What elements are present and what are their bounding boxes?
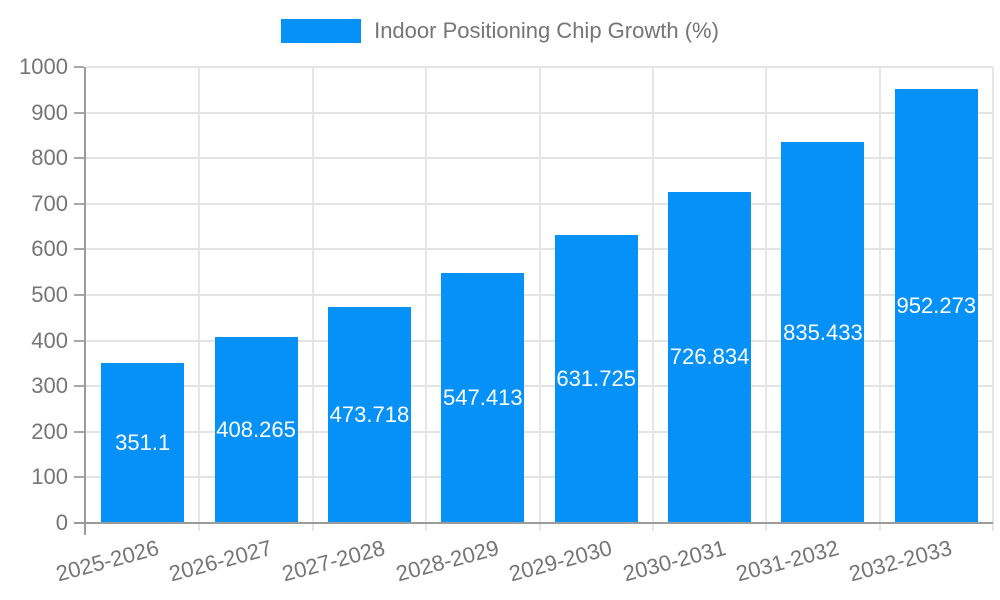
legend-swatch-icon [281,19,362,43]
x-gridline [765,67,768,531]
y-tick [74,385,84,388]
plot-area: 0 100 200 300 400 500 600 700 800 900 1000 351.1 202… [19,54,994,586]
x-axis-tick-label: 2026-2027 [166,535,275,587]
y-axis-tick-label: 300 [31,373,68,399]
bar[interactable]: 351.1 [101,362,185,523]
bar[interactable]: 547.413 [441,273,525,523]
bar[interactable]: 835.433 [781,142,865,523]
y-tick [74,248,84,251]
x-gridline [651,67,654,531]
x-axis-tick-label: 2030-2031 [619,535,729,587]
bar-value-label: 473.718 [329,402,410,427]
y-axis-tick-label: 400 [31,327,68,353]
x-axis-tick-label: 2032-2033 [846,535,955,587]
x-axis-tick-label: 2028-2029 [393,535,502,587]
y-tick [74,294,84,296]
legend[interactable]: Indoor Positioning Chip Growth (%) [0,18,1000,44]
bar-value-label: 408.265 [216,416,296,442]
x-gridline [992,67,994,531]
y-axis-tick-label: 0 [55,510,68,535]
y-tick [74,111,84,114]
y-tick [74,430,84,433]
x-gridline [538,67,541,531]
legend-label: Indoor Positioning Chip Growth (%) [374,18,719,43]
y-axis-tick-label: 800 [31,145,68,171]
x-axis-tick-label: 2027-2028 [279,535,388,587]
x-gridline [425,67,428,531]
bar-value-label: 835.433 [783,319,863,345]
bar-value-label: 631.725 [556,365,636,391]
y-tick [74,157,84,160]
bar[interactable]: 952.273 [894,88,978,523]
y-tick [74,476,84,479]
x-axis-tick-label: 2029-2030 [506,535,615,587]
y-tick [74,339,84,342]
bar-value-label: 726.834 [669,344,750,370]
bar[interactable]: 408.265 [214,336,298,523]
y-axis-tick-label: 600 [31,236,68,262]
bar[interactable]: 631.725 [554,234,638,523]
y-tick [74,66,84,68]
x-gridline [878,67,881,531]
y-axis-tick-label: 1000 [19,54,68,79]
x-axis-line [74,522,993,524]
x-axis-tick-label: 2031-2032 [733,535,842,587]
x-gridline [311,67,314,531]
y-axis-tick-label: 500 [31,282,68,307]
y-tick [74,202,84,205]
bar-value-label: 351.1 [115,429,171,455]
bar[interactable]: 473.718 [327,307,411,523]
y-axis-tick-label: 900 [31,99,68,125]
y-axis-tick-label: 100 [31,464,68,490]
bar[interactable]: 726.834 [668,191,752,523]
y-axis-line [84,67,86,535]
y-axis-tick-label: 700 [31,190,68,216]
y-axis-tick-label: 200 [31,418,68,444]
bar-value-label: 952.273 [896,292,977,318]
x-axis-tick-label: 2025-2026 [53,535,162,587]
bar-value-label: 547.413 [443,385,523,411]
x-gridline [198,67,201,531]
